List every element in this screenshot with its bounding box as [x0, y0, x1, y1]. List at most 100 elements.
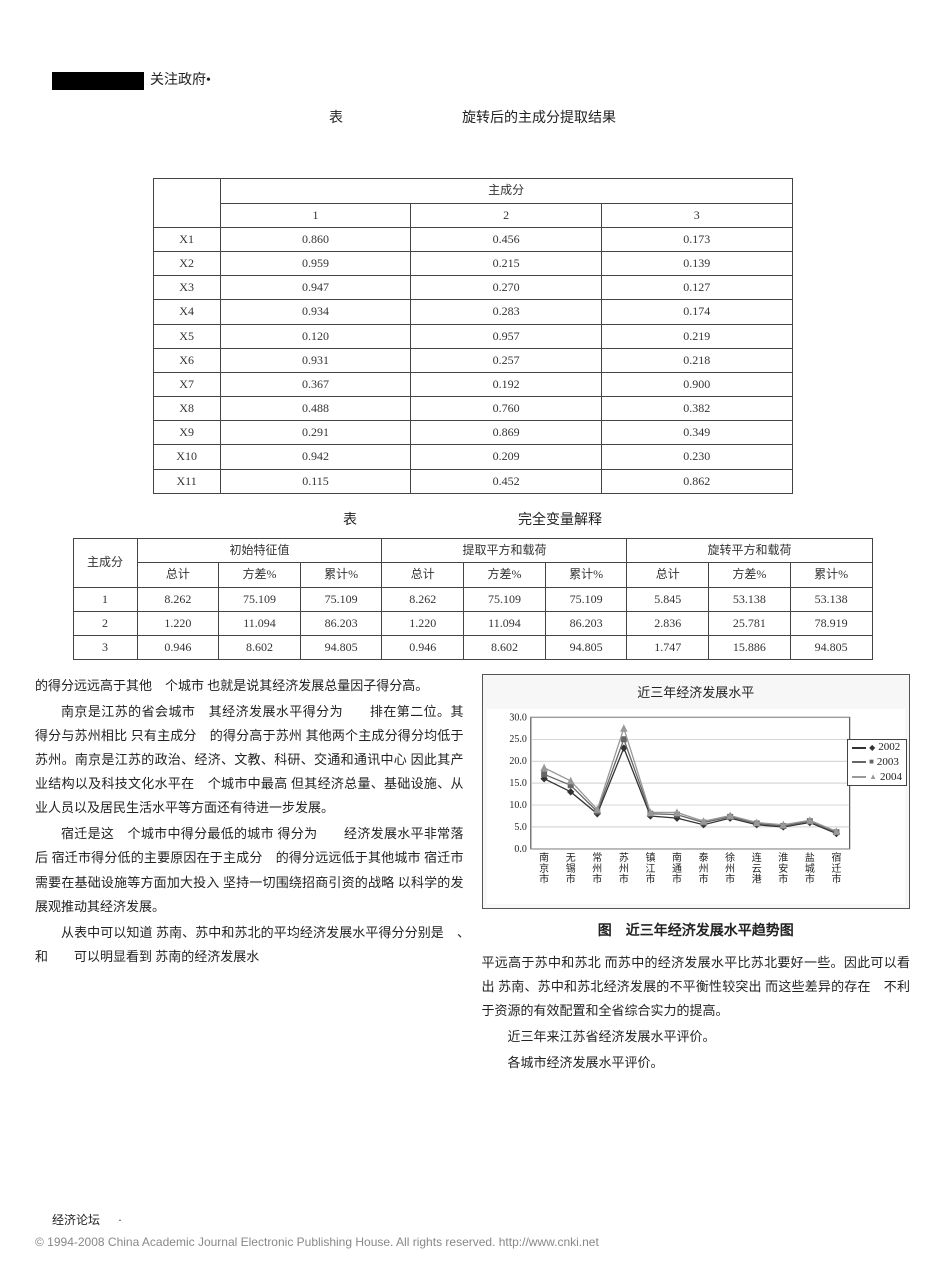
- table-cell: 0.192: [411, 372, 602, 396]
- table-row: X50.1200.9570.219: [153, 324, 792, 348]
- table-cell: 0.115: [220, 469, 411, 493]
- table-cell: 25.781: [709, 611, 791, 635]
- table-cell: 75.109: [300, 587, 382, 611]
- table-cell: 0.120: [220, 324, 411, 348]
- table-header: 1: [220, 203, 411, 227]
- page-footer: 经济论坛 ·: [0, 1211, 945, 1230]
- table-cell: X10: [153, 445, 220, 469]
- table-cell: 75.109: [545, 587, 627, 611]
- svg-text:市: 市: [592, 873, 602, 886]
- table-cell: 0.283: [411, 300, 602, 324]
- table-cell: 8.602: [464, 635, 546, 659]
- copyright-line: © 1994-2008 China Academic Journal Elect…: [35, 1233, 910, 1252]
- svg-text:通: 通: [672, 863, 682, 875]
- table-cell: 0.934: [220, 300, 411, 324]
- table-cell: 3: [73, 635, 137, 659]
- svg-text:锡: 锡: [565, 862, 575, 875]
- table5-caption: 表 完全变量解释: [35, 510, 910, 532]
- table-row: X60.9310.2570.218: [153, 348, 792, 372]
- table-cell: 0.349: [601, 421, 792, 445]
- para-r2: 近三年来江苏省经济发展水平评价。: [482, 1025, 911, 1049]
- table-header: 主成分: [73, 539, 137, 587]
- table5-caption-right: 完全变量解释: [518, 513, 602, 528]
- svg-text:南: 南: [672, 851, 682, 864]
- table-cell: 0.760: [411, 397, 602, 421]
- table-header: 方差%: [219, 563, 301, 587]
- svg-text:市: 市: [804, 873, 814, 886]
- svg-text:宿: 宿: [831, 851, 841, 864]
- table-row: 21.22011.09486.2031.22011.09486.2032.836…: [73, 611, 872, 635]
- table-cell: 1: [73, 587, 137, 611]
- table-header: 旋转平方和载荷: [627, 539, 872, 563]
- table-cell: 0.488: [220, 397, 411, 421]
- svg-text:市: 市: [778, 873, 788, 886]
- table-cell: 8.262: [382, 587, 464, 611]
- chart-container: 近三年经济发展水平 0.05.010.015.020.025.030.0南京市无…: [482, 674, 911, 909]
- table-cell: 0.900: [601, 372, 792, 396]
- svg-text:30.0: 30.0: [509, 713, 526, 724]
- table-row: 18.26275.10975.1098.26275.10975.1095.845…: [73, 587, 872, 611]
- chart-title: 近三年经济发展水平: [487, 681, 906, 705]
- svg-text:连: 连: [751, 851, 761, 864]
- table-cell: X4: [153, 300, 220, 324]
- table-cell: 0.270: [411, 276, 602, 300]
- table-cell: X1: [153, 227, 220, 251]
- table-cell: X9: [153, 421, 220, 445]
- table-cell: 8.262: [137, 587, 219, 611]
- table-cell: 0.860: [220, 227, 411, 251]
- table-row: X70.3670.1920.900: [153, 372, 792, 396]
- table-cell: 0.174: [601, 300, 792, 324]
- table-header: [153, 179, 220, 227]
- svg-text:10.0: 10.0: [509, 800, 526, 811]
- para-l3: 宿迁是这 个城市中得分最低的城市 得分为 经济发展水平非常落后 宿迁市得分低的主…: [35, 822, 464, 918]
- table-row: X80.4880.7600.382: [153, 397, 792, 421]
- table-cell: X8: [153, 397, 220, 421]
- table-cell: 0.456: [411, 227, 602, 251]
- table-row: X40.9340.2830.174: [153, 300, 792, 324]
- table-cell: 0.367: [220, 372, 411, 396]
- table-cell: 0.946: [382, 635, 464, 659]
- header-black-box: [52, 72, 144, 90]
- table-cell: X2: [153, 251, 220, 275]
- legend-item: ■2003: [852, 755, 902, 770]
- table-cell: 0.931: [220, 348, 411, 372]
- para-l4: 从表中可以知道 苏南、苏中和苏北的平均经济发展水平得分分别是 、 和 可以明显看…: [35, 921, 464, 969]
- legend-item: ◆2002: [852, 740, 902, 755]
- table-cell: 86.203: [545, 611, 627, 635]
- right-column: 近三年经济发展水平 0.05.010.015.020.025.030.0南京市无…: [482, 674, 911, 1077]
- table-cell: 11.094: [464, 611, 546, 635]
- table-cell: 0.957: [411, 324, 602, 348]
- svg-text:盐: 盐: [804, 851, 814, 864]
- svg-text:市: 市: [539, 873, 549, 886]
- table-cell: 1.747: [627, 635, 709, 659]
- svg-text:市: 市: [672, 873, 682, 886]
- para-l1: 的得分远远高于其他 个城市 也就是说其经济发展总量因子得分高。: [35, 674, 464, 698]
- svg-text:市: 市: [618, 873, 628, 886]
- svg-text:州: 州: [698, 864, 708, 875]
- svg-text:市: 市: [698, 873, 708, 886]
- table-header: 方差%: [464, 563, 546, 587]
- svg-text:京: 京: [539, 862, 549, 875]
- table-cell: 0.257: [411, 348, 602, 372]
- table-cell: 0.215: [411, 251, 602, 275]
- table-cell: X5: [153, 324, 220, 348]
- svg-text:15.0: 15.0: [509, 778, 526, 789]
- svg-text:镇: 镇: [645, 851, 655, 864]
- svg-text:徐: 徐: [725, 851, 735, 864]
- table5-caption-left: 表: [343, 513, 357, 528]
- table4-caption-left: 表: [329, 111, 343, 126]
- svg-text:0.0: 0.0: [514, 844, 526, 855]
- table-row: X30.9470.2700.127: [153, 276, 792, 300]
- svg-text:淮: 淮: [778, 852, 788, 864]
- table-cell: 75.109: [464, 587, 546, 611]
- table-header: 3: [601, 203, 792, 227]
- table-cell: 0.219: [601, 324, 792, 348]
- svg-text:25.0: 25.0: [509, 734, 526, 745]
- table-header: 总计: [382, 563, 464, 587]
- table-cell: 5.845: [627, 587, 709, 611]
- table-cell: 0.139: [601, 251, 792, 275]
- table-cell: 0.959: [220, 251, 411, 275]
- table-cell: X7: [153, 372, 220, 396]
- svg-text:南: 南: [539, 851, 549, 864]
- table-header: 累计%: [300, 563, 382, 587]
